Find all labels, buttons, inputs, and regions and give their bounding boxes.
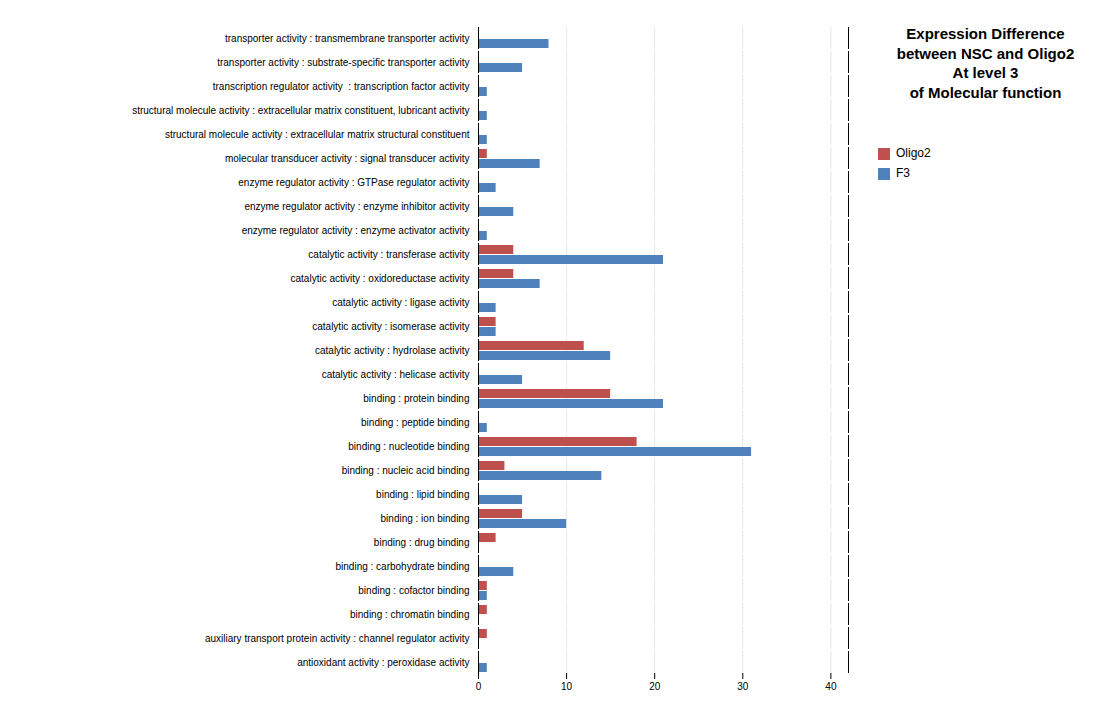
svg-text:catalytic activity : helicase: catalytic activity : helicase activity bbox=[322, 369, 470, 380]
svg-text:40: 40 bbox=[825, 681, 837, 692]
svg-text:structural molecule activity :: structural molecule activity : extracell… bbox=[165, 129, 470, 140]
svg-text:catalytic activity : hydrolase: catalytic activity : hydrolase activity bbox=[315, 345, 470, 356]
svg-text:transporter activity : transme: transporter activity : transmembrane tra… bbox=[225, 33, 470, 44]
svg-text:binding : drug binding: binding : drug binding bbox=[374, 537, 470, 548]
svg-text:binding : nucleotide binding: binding : nucleotide binding bbox=[348, 441, 469, 452]
svg-text:catalytic activity : transfera: catalytic activity : transferase activit… bbox=[308, 249, 469, 260]
html-text:Oligo2: Oligo2 bbox=[896, 146, 931, 160]
svg-text:molecular transducer activity: molecular transducer activity : signal t… bbox=[225, 153, 470, 164]
svg-text:binding : nucleic acid binding: binding : nucleic acid binding bbox=[342, 465, 470, 476]
svg-text:catalytic activity : oxidoredu: catalytic activity : oxidoreductase acti… bbox=[291, 273, 470, 284]
svg-text:structural molecule activity :: structural molecule activity : extracell… bbox=[132, 105, 469, 116]
svg-text:transcription regulator activi: transcription regulator activity : trans… bbox=[213, 81, 470, 92]
svg-text:enzyme regulator activity : en: enzyme regulator activity : enzyme inhib… bbox=[244, 201, 469, 212]
svg-text:antioxidant activity : peroxid: antioxidant activity : peroxidase activi… bbox=[297, 657, 469, 668]
svg-text:catalytic activity : isomerase: catalytic activity : isomerase activity bbox=[312, 321, 469, 332]
svg-text:binding : lipid binding: binding : lipid binding bbox=[376, 489, 469, 500]
svg-text:binding : carbohydrate binding: binding : carbohydrate binding bbox=[336, 561, 470, 572]
svg-text:binding : chromatin binding: binding : chromatin binding bbox=[350, 609, 470, 620]
svg-text:binding : cofactor binding: binding : cofactor binding bbox=[358, 585, 469, 596]
svg-text:auxiliary transport protein ac: auxiliary transport protein activity : c… bbox=[205, 633, 470, 644]
svg-text:20: 20 bbox=[649, 681, 661, 692]
svg-text:enzyme regulator activity : GT: enzyme regulator activity : GTPase regul… bbox=[238, 177, 469, 188]
svg-text:binding : ion binding: binding : ion binding bbox=[381, 513, 470, 524]
html-text:Expression Difference between: Expression Difference between NSC and Ol… bbox=[896, 25, 1075, 101]
svg-text:binding : protein binding: binding : protein binding bbox=[363, 393, 469, 404]
html-text:F3: F3 bbox=[896, 166, 910, 180]
svg-text:catalytic activity : ligase ac: catalytic activity : ligase activity bbox=[332, 297, 469, 308]
svg-text:binding : peptide binding: binding : peptide binding bbox=[361, 417, 469, 428]
svg-text:transporter activity : substra: transporter activity : substrate-specifi… bbox=[217, 57, 469, 68]
svg-text:30: 30 bbox=[737, 681, 749, 692]
svg-text:enzyme regulator activity : en: enzyme regulator activity : enzyme activ… bbox=[242, 225, 470, 236]
svg-text:10: 10 bbox=[561, 681, 573, 692]
svg-text:0: 0 bbox=[476, 681, 482, 692]
